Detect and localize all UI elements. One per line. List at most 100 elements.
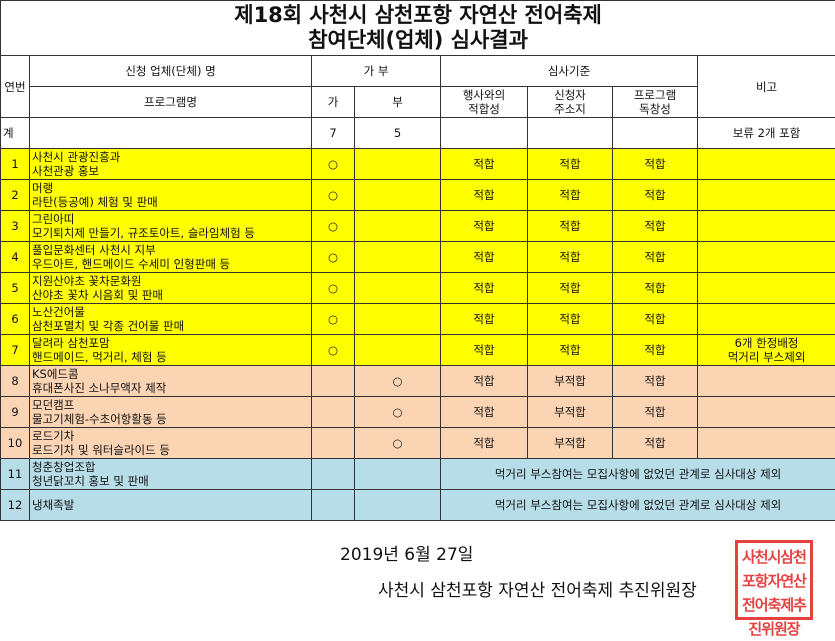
approve-mark <box>312 459 355 490</box>
program-name: 청년닭꼬치 홍보 및 판매 <box>32 474 309 488</box>
org-name: 지원산야초 꽃차문화원 <box>32 274 309 288</box>
document-title: 제18회 사천시 삼천포항 자연산 전어축제 참여단체(업체) 심사결과 <box>1 1 835 56</box>
org-name: 풀입문화센터 사천시 지부 <box>32 243 309 257</box>
row-number: 3 <box>1 211 30 242</box>
row-remark: 6개 한정배정 먹거리 부스제외 <box>698 335 835 366</box>
criterion-address: 적합 <box>528 149 613 180</box>
row-number: 11 <box>1 459 30 490</box>
criterion-originality: 적합 <box>613 304 698 335</box>
reject-mark <box>355 242 441 273</box>
approve-mark: ○ <box>312 180 355 211</box>
row-name: 냉채족발 <box>30 490 312 521</box>
criterion-originality: 적합 <box>613 366 698 397</box>
program-name: 우드아트, 핸드메이드 수세미 인형판매 등 <box>32 257 309 271</box>
row-number: 5 <box>1 273 30 304</box>
program-name: 라탄(등공예) 체험 및 판매 <box>32 195 309 209</box>
criterion-originality: 적합 <box>613 273 698 304</box>
total-no: 5 <box>355 118 441 149</box>
criterion-address: 적합 <box>528 304 613 335</box>
program-name: 휴대폰사진 소나무액자 제작 <box>32 381 309 395</box>
header-approval: 가 부 <box>312 56 441 87</box>
merged-note: 먹거리 부스참여는 모집사항에 없었던 관계로 심사대상 제외 <box>441 490 835 521</box>
row-number: 9 <box>1 397 30 428</box>
total-yes: 7 <box>312 118 355 149</box>
reject-mark <box>355 459 441 490</box>
reject-mark <box>355 490 441 521</box>
reject-mark <box>355 304 441 335</box>
approve-mark <box>312 397 355 428</box>
approve-mark: ○ <box>312 273 355 304</box>
criterion-originality: 적합 <box>613 242 698 273</box>
criterion-fit: 적합 <box>441 304 528 335</box>
approve-mark: ○ <box>312 242 355 273</box>
criterion-fit: 적합 <box>441 211 528 242</box>
criterion-fit: 적합 <box>441 366 528 397</box>
reject-mark <box>355 180 441 211</box>
criterion-fit: 적합 <box>441 428 528 459</box>
row-remark <box>698 304 835 335</box>
row-remark <box>698 428 835 459</box>
total-label: 계 <box>1 118 30 149</box>
total-remark: 보류 2개 포함 <box>698 118 835 149</box>
header-no-col: 부 <box>355 87 441 118</box>
approve-mark <box>312 366 355 397</box>
reject-mark <box>355 149 441 180</box>
program-name: 물고기체험-수초어항활동 등 <box>32 412 309 426</box>
criterion-address: 적합 <box>528 335 613 366</box>
approve-mark: ○ <box>312 304 355 335</box>
org-name: 로드기차 <box>32 429 309 443</box>
approve-mark <box>312 428 355 459</box>
header-program: 프로그램명 <box>30 87 312 118</box>
header-remark: 비고 <box>698 56 835 118</box>
program-name: 산야초 꽃차 시음회 및 판매 <box>32 288 309 302</box>
org-name: 달려라 삼천포맘 <box>32 336 309 350</box>
review-result-table: 제18회 사천시 삼천포항 자연산 전어축제 참여단체(업체) 심사결과 연번 … <box>0 0 835 521</box>
program-name: 모기퇴치제 만들기, 규조토아트, 슬라임체험 등 <box>32 226 309 240</box>
official-seal: 사천시삼천포항자연산전어축제추진위원장 <box>735 540 813 620</box>
header-criteria: 심사기준 <box>441 56 698 87</box>
criterion-fit: 적합 <box>441 149 528 180</box>
criterion-originality: 적합 <box>613 149 698 180</box>
org-name: 모던캠프 <box>32 398 309 412</box>
criterion-fit: 적합 <box>441 273 528 304</box>
criterion-originality: 적합 <box>613 335 698 366</box>
title-line1: 제18회 사천시 삼천포항 자연산 전어축제 <box>3 3 833 28</box>
merged-note: 먹거리 부스참여는 모집사항에 없었던 관계로 심사대상 제외 <box>441 459 835 490</box>
row-remark <box>698 242 835 273</box>
criterion-fit: 적합 <box>441 180 528 211</box>
row-number: 2 <box>1 180 30 211</box>
reject-mark: ○ <box>355 397 441 428</box>
reject-mark <box>355 273 441 304</box>
criterion-fit: 적합 <box>441 335 528 366</box>
header-no: 연번 <box>1 56 30 118</box>
criterion-originality: 적합 <box>613 211 698 242</box>
header-applicant: 신청 업체(단체) 명 <box>30 56 312 87</box>
criterion-address: 부적합 <box>528 428 613 459</box>
signer: 사천시 삼천포항 자연산 전어축제 추진위원장 <box>378 576 697 601</box>
org-name: 머랭 <box>32 181 309 195</box>
row-number: 12 <box>1 490 30 521</box>
row-number: 1 <box>1 149 30 180</box>
org-name: 노산건어물 <box>32 305 309 319</box>
criterion-address: 부적합 <box>528 397 613 428</box>
row-number: 10 <box>1 428 30 459</box>
reject-mark: ○ <box>355 428 441 459</box>
